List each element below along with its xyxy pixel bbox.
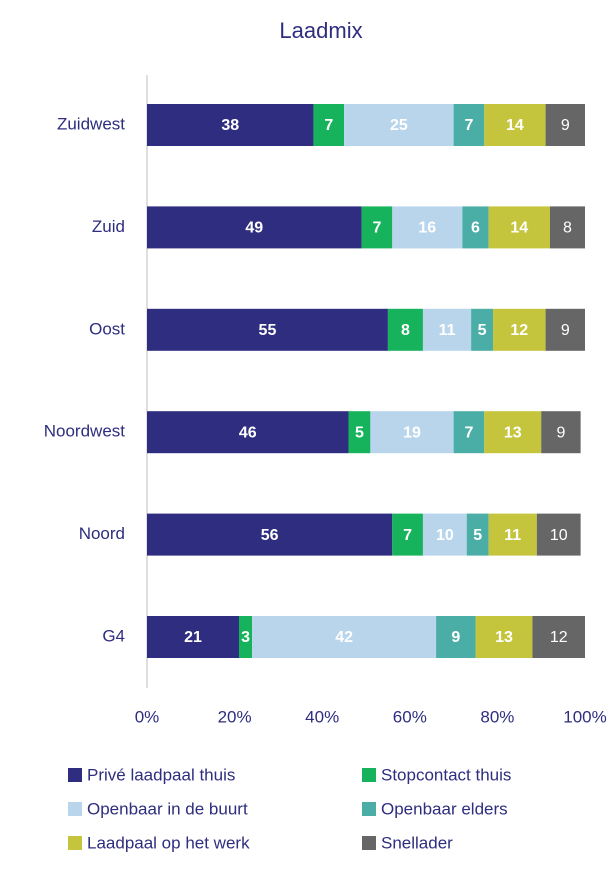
y-tick-label: Oost — [89, 319, 125, 338]
data-label: 14 — [506, 117, 524, 134]
data-label: 7 — [403, 527, 412, 544]
bar-segment — [238, 616, 253, 658]
data-label: 9 — [451, 629, 460, 646]
data-label: 5 — [478, 322, 487, 339]
bar-segment — [313, 104, 345, 146]
data-label: 49 — [245, 220, 263, 237]
bar-segment — [348, 411, 371, 454]
data-label: 56 — [261, 527, 279, 544]
data-label: 9 — [556, 424, 565, 441]
legend-swatch — [68, 768, 82, 782]
data-label: 12 — [510, 322, 528, 339]
y-tick-label: Zuidwest — [57, 114, 125, 133]
bar-segment — [422, 308, 472, 351]
bar-segment — [147, 616, 239, 658]
chart-title: Laadmix — [279, 18, 362, 43]
legend-swatch — [362, 802, 376, 816]
legend-label: Stopcontact thuis — [381, 765, 511, 784]
data-label: 9 — [561, 322, 570, 339]
bar-segment — [147, 104, 314, 146]
x-tick-label: 100% — [563, 707, 606, 726]
data-label: 7 — [464, 117, 473, 134]
data-label: 5 — [473, 527, 482, 544]
data-label: 42 — [335, 629, 353, 646]
bar-segment — [484, 411, 542, 454]
bar-segment — [549, 206, 585, 249]
data-label: 13 — [495, 629, 513, 646]
data-label: 38 — [221, 117, 239, 134]
data-label: 6 — [471, 220, 480, 237]
data-label: 13 — [504, 424, 522, 441]
x-tick-label: 0% — [135, 707, 160, 726]
bar-segment — [387, 308, 423, 351]
x-tick-label: 80% — [480, 707, 514, 726]
bar-segment — [392, 513, 423, 556]
data-label: 25 — [390, 117, 408, 134]
data-label: 10 — [550, 527, 568, 544]
bar-segment — [453, 411, 485, 454]
data-label: 8 — [401, 322, 410, 339]
bar-segment — [536, 513, 581, 556]
bar-segment — [466, 513, 489, 556]
bar-segment — [545, 308, 585, 351]
bar-segment — [484, 104, 546, 146]
bar-segment — [344, 104, 454, 146]
bar-segment — [361, 206, 393, 249]
data-label: 8 — [563, 220, 572, 237]
bar-segment — [147, 206, 362, 249]
bar-segment — [462, 206, 489, 249]
legend-label: Openbaar in de buurt — [87, 799, 248, 818]
bar-segment — [493, 308, 546, 351]
data-label: 11 — [504, 527, 521, 544]
data-label: 10 — [436, 527, 454, 544]
bar-segment — [488, 513, 537, 556]
data-label: 12 — [550, 629, 568, 646]
bar-segment — [147, 308, 388, 351]
bar-segment — [147, 411, 349, 454]
bar-segment — [392, 206, 463, 249]
x-tick-label: 40% — [305, 707, 339, 726]
legend-swatch — [362, 768, 376, 782]
bar-segment — [545, 104, 585, 146]
data-label: 55 — [259, 322, 277, 339]
data-label: 5 — [355, 424, 364, 441]
bar-segment — [532, 616, 585, 658]
x-tick-label: 20% — [218, 707, 252, 726]
y-tick-label: Zuid — [92, 217, 125, 236]
bar-segment — [541, 411, 581, 454]
data-label: 11 — [439, 322, 456, 339]
bar-segment — [147, 513, 393, 556]
data-label: 14 — [510, 220, 528, 237]
data-label: 9 — [561, 117, 570, 134]
bar-segment — [471, 308, 494, 351]
y-tick-label: Noord — [79, 524, 125, 543]
data-label: 7 — [464, 424, 473, 441]
bar-segment — [436, 616, 476, 658]
legend-label: Privé laadpaal thuis — [87, 765, 235, 784]
x-tick-label: 60% — [393, 707, 427, 726]
y-tick-label: G4 — [102, 626, 125, 645]
data-label: 19 — [403, 424, 421, 441]
y-tick-label: Noordwest — [44, 422, 126, 441]
bar-segment — [453, 104, 485, 146]
data-label: 16 — [418, 220, 436, 237]
legend-label: Openbaar elders — [381, 799, 508, 818]
bar-segment — [475, 616, 533, 658]
legend-swatch — [362, 836, 376, 850]
legend-label: Laadpaal op het werk — [87, 833, 250, 852]
legend-label: Snellader — [381, 833, 453, 852]
legend-swatch — [68, 836, 82, 850]
data-label: 7 — [372, 220, 381, 237]
data-label: 21 — [184, 629, 202, 646]
bar-segment — [422, 513, 467, 556]
bar-segment — [252, 616, 437, 658]
data-label: 7 — [324, 117, 333, 134]
data-label: 3 — [241, 629, 250, 646]
bar-segment — [488, 206, 550, 249]
data-label: 46 — [239, 424, 257, 441]
bar-segment — [370, 411, 454, 454]
legend-swatch — [68, 802, 82, 816]
